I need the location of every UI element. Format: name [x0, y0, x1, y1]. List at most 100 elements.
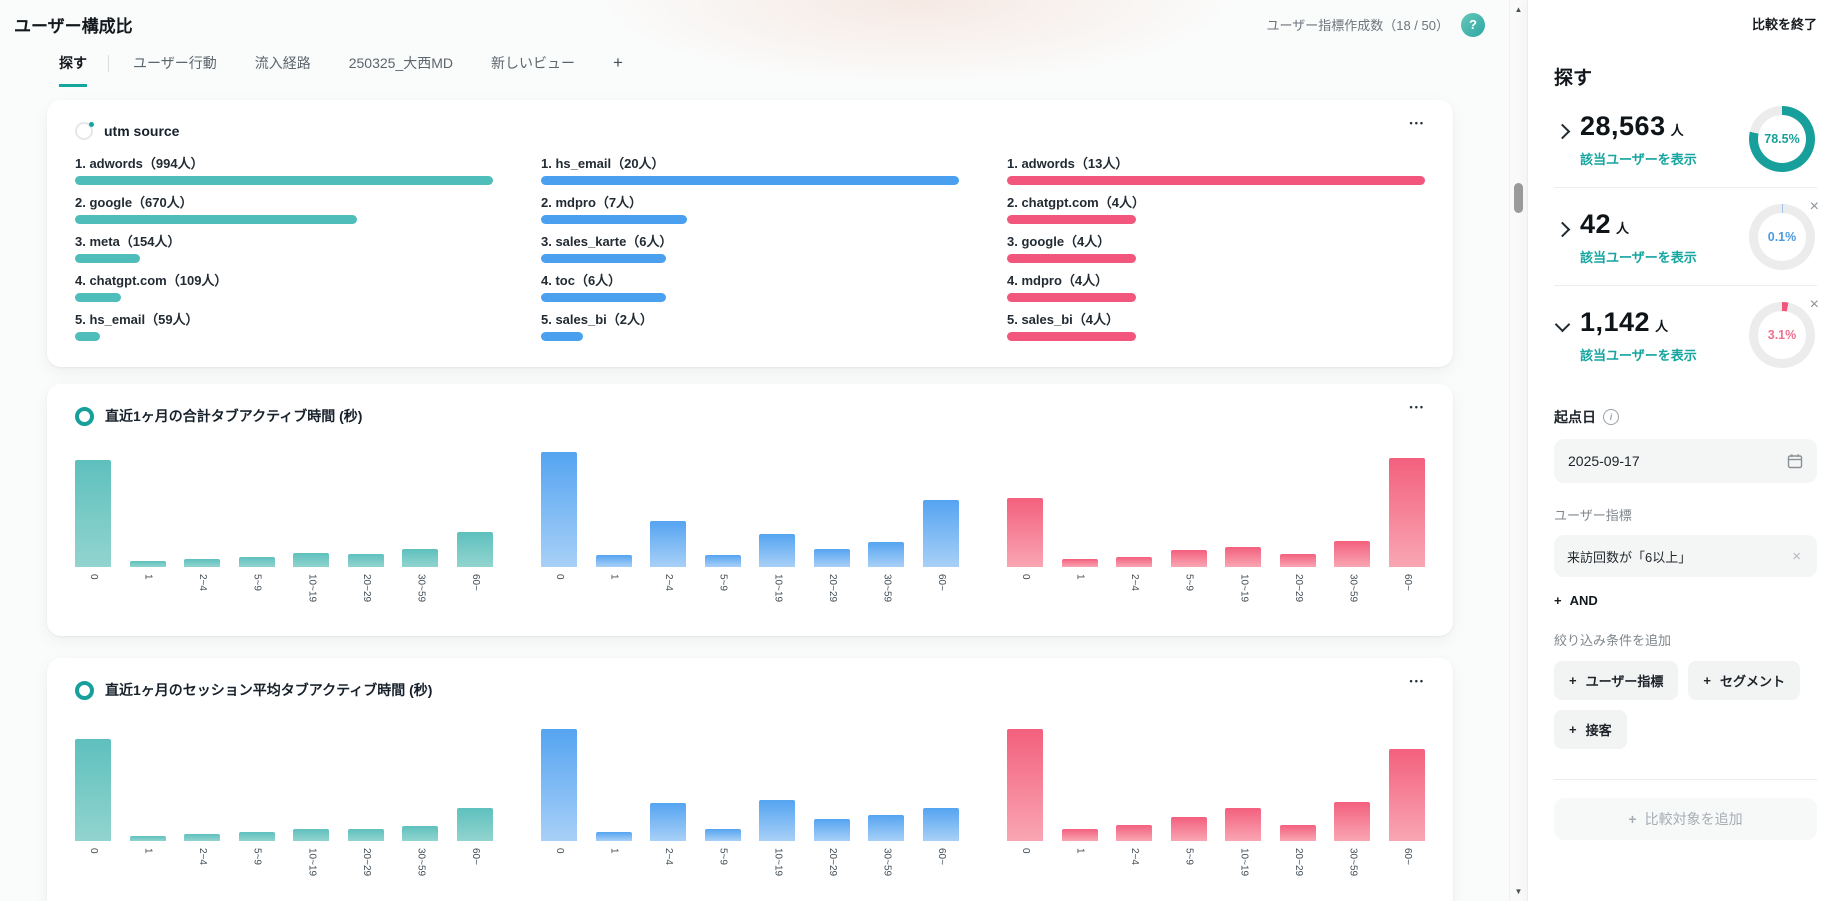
bar-area [347, 452, 384, 567]
scroll-up-icon[interactable]: ▲ [1514, 5, 1523, 14]
chevron-down-icon[interactable] [1554, 316, 1571, 333]
tab-custom-view[interactable]: 250325_大西MD [348, 55, 454, 71]
ring-icon [75, 406, 94, 426]
chevron-right-icon[interactable] [1554, 123, 1571, 140]
start-date-label: 起点日 [1554, 409, 1596, 425]
add-segment-button[interactable]: + セグメント [1688, 661, 1800, 700]
rank-item-bar [1007, 293, 1136, 302]
scroll-down-icon[interactable]: ▼ [1514, 887, 1523, 896]
x-axis-label: 10~19 [306, 574, 318, 603]
scrollbar-thumb[interactable] [1514, 183, 1523, 213]
panel-divider [1554, 779, 1817, 780]
bar-cell: 2~4 [184, 726, 221, 892]
show-matching-users-link[interactable]: 該当ユーザーを表示 [1580, 250, 1697, 265]
bar [238, 557, 275, 567]
info-icon[interactable]: i [1603, 409, 1619, 425]
x-axis-label: 0 [88, 574, 99, 580]
rank-item: 1. adwords（994人） [75, 156, 493, 185]
start-date-value: 2025-09-17 [1568, 453, 1640, 469]
x-axis-label: 60~ [1401, 574, 1413, 591]
bar-area [759, 726, 796, 841]
user-metric-condition-chip[interactable]: 来訪回数が「6以上」 × [1554, 535, 1817, 577]
bar [813, 549, 850, 567]
tab-bar: 探す ユーザー行動 流入経路 250325_大西MD 新しいビュー + [59, 53, 1527, 87]
rank-item-label: 2. chatgpt.com（4人） [1007, 195, 1145, 210]
bar-cell: 1 [595, 452, 632, 618]
x-axis-label: 60~ [469, 574, 481, 591]
bar-group: 0 1 2~4 5~9 10~19 20~29 30~59 60~ [541, 726, 959, 892]
bar-area [1061, 452, 1098, 567]
bar [456, 808, 493, 841]
bar-cell: 0 [75, 726, 111, 892]
add-campaign-button[interactable]: + 接客 [1554, 710, 1627, 749]
bar-cell: 10~19 [759, 726, 796, 892]
bar-cell: 60~ [456, 726, 493, 892]
main-header: ユーザー構成比 ユーザー指標作成数（18 / 50） ? [0, 0, 1527, 37]
bar-area [922, 726, 959, 841]
bar-area [1279, 726, 1316, 841]
bar-area [1116, 726, 1153, 841]
plus-icon: + [1569, 673, 1577, 688]
bar [293, 829, 330, 841]
audience-count: 42 人 [1580, 209, 1630, 239]
vertical-scrollbar[interactable]: ▲ ▼ [1509, 0, 1527, 901]
x-axis-label: 20~29 [360, 848, 372, 877]
show-matching-users-link[interactable]: 該当ユーザーを表示 [1580, 348, 1697, 363]
close-icon[interactable]: × [1809, 296, 1819, 313]
card-menu-button[interactable]: ••• [1409, 402, 1425, 412]
bar [293, 553, 330, 567]
chevron-right-icon[interactable] [1554, 221, 1571, 238]
close-icon[interactable]: × [1809, 198, 1819, 215]
bar-area [75, 452, 111, 567]
audience-row: 42 人該当ユーザーを表示 0.1% × [1554, 187, 1819, 285]
bar-cell: 5~9 [1170, 452, 1207, 618]
add-compare-target-button[interactable]: + 比較対象を追加 [1554, 798, 1817, 840]
bar-cell: 10~19 [293, 726, 330, 892]
and-label: AND [1569, 593, 1598, 608]
x-axis-label: 20~29 [826, 848, 838, 877]
audience-unit: 人 [1670, 123, 1685, 138]
bar-area [293, 452, 330, 567]
utm-column: 1. hs_email（20人） 2. mdpro（7人） 3. sales_kar… [541, 156, 959, 351]
bar [1388, 458, 1425, 567]
rank-item-bar [75, 176, 493, 185]
show-matching-users-link[interactable]: 該当ユーザーを表示 [1580, 152, 1697, 167]
end-compare-button[interactable]: 比較を終了 [1751, 17, 1817, 32]
bar-area [1170, 726, 1207, 841]
ring-icon [75, 680, 94, 700]
rank-item-bar [541, 176, 959, 185]
add-tab-button[interactable]: + [613, 53, 623, 72]
rank-item-bar [1007, 176, 1425, 185]
rank-item-label: 4. chatgpt.com（109人） [75, 273, 228, 288]
card-menu-button[interactable]: ••• [1409, 118, 1425, 128]
x-axis-label: 10~19 [306, 848, 318, 877]
rank-item-label: 5. hs_email（59人） [75, 312, 199, 327]
card-title: 直近1ヶ月の合計タブアクティブ時間 (秒) [105, 408, 363, 424]
tab-user-behavior[interactable]: ユーザー行動 [133, 55, 217, 71]
bar-area [75, 726, 111, 841]
utm-columns: 1. adwords（994人） 2. google（670人） 3. meta（1… [75, 156, 1425, 351]
calendar-icon[interactable] [1787, 453, 1803, 469]
rank-item: 2. mdpro（7人） [541, 195, 959, 224]
close-icon[interactable]: × [1792, 547, 1801, 565]
tab-explore[interactable]: 探す [59, 53, 87, 87]
utm-column: 1. adwords（994人） 2. google（670人） 3. meta（1… [75, 156, 493, 351]
add-user-metric-button[interactable]: + ユーザー指標 [1554, 661, 1679, 700]
add-and-condition-button[interactable]: + AND [1554, 593, 1817, 608]
start-date-input[interactable]: 2025-09-17 [1554, 439, 1817, 483]
tab-new-view[interactable]: 新しいビュー [491, 55, 576, 71]
bar [1279, 825, 1316, 841]
user-metric-section-label: ユーザー指標 [1554, 508, 1632, 523]
bar [1334, 541, 1371, 567]
bar [922, 808, 959, 841]
bar-area [704, 452, 741, 567]
card-menu-button[interactable]: ••• [1409, 676, 1425, 686]
tab-inflow-route[interactable]: 流入経路 [254, 55, 311, 71]
bar-cell: 10~19 [1225, 452, 1262, 618]
bar-area [402, 726, 439, 841]
bar-cell: 60~ [922, 452, 959, 618]
help-icon[interactable]: ? [1461, 12, 1485, 37]
button-label: 比較対象を追加 [1644, 811, 1743, 827]
bar-area [238, 452, 275, 567]
bar-cell: 5~9 [238, 452, 275, 618]
